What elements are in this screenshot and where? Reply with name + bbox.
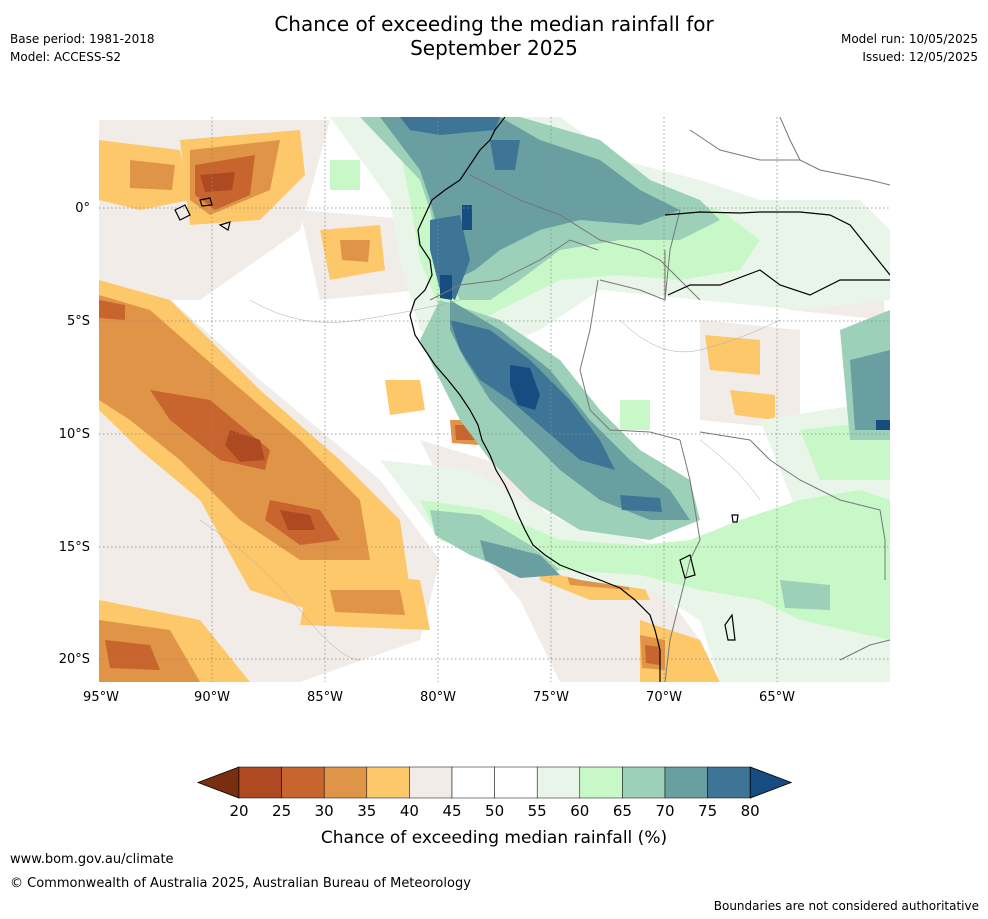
colorbar-tick-label: 20	[229, 802, 248, 820]
colorbar-arrow-low	[196, 766, 240, 799]
lon-label: 80°W	[420, 690, 456, 705]
lat-label: 20°S	[59, 652, 90, 667]
lat-label: 10°S	[59, 427, 90, 442]
map-title: Chance of exceeding the median rainfall …	[0, 12, 988, 60]
lon-label: 70°W	[646, 690, 682, 705]
lat-label: 5°S	[67, 314, 90, 329]
colorbar-cell	[238, 766, 282, 799]
lon-label: 95°W	[83, 690, 119, 705]
colorbar-cell	[622, 766, 666, 799]
colorbar-cell	[579, 766, 623, 799]
colorbar-tick-label: 25	[272, 802, 291, 820]
model-run-text: Model run: 10/05/2025	[840, 32, 978, 46]
longitude-labels: 95°W 90°W 85°W 80°W 75°W 70°W 65°W	[83, 690, 795, 705]
colorbar-tick-label: 80	[741, 802, 760, 820]
colorbar-tick-label: 70	[655, 802, 674, 820]
lon-label: 75°W	[533, 690, 569, 705]
latitude-labels: 0° 5°S 10°S 15°S 20°S	[59, 201, 90, 667]
colorbar-cell	[323, 766, 368, 799]
title-line-1: Chance of exceeding the median rainfall …	[274, 12, 714, 36]
colorbar-cell	[664, 766, 708, 799]
coastlines	[174, 117, 890, 682]
lon-label: 65°W	[759, 690, 795, 705]
colorbar-tick-label: 75	[698, 802, 717, 820]
colorbar-tick-label: 55	[528, 802, 547, 820]
disclaimer-text: Boundaries are not considered authoritat…	[713, 899, 979, 913]
map-area	[99, 117, 890, 682]
title-line-2: September 2025	[410, 36, 578, 60]
colorbar-tick-label: 40	[400, 802, 419, 820]
colorbar-cell	[451, 766, 495, 799]
colorbar-tick-label: 35	[357, 802, 376, 820]
brown-regions	[200, 172, 315, 530]
colorbar-cell	[281, 766, 325, 799]
lon-label: 90°W	[194, 690, 230, 705]
colorbar-cell	[707, 766, 751, 799]
colorbar-tick-label: 65	[613, 802, 632, 820]
colorbar-cell	[536, 766, 581, 799]
colorbar-label: Chance of exceeding median rainfall (%)	[321, 828, 667, 848]
colorbar-cell	[366, 766, 410, 799]
lat-label: 15°S	[59, 540, 90, 555]
issued-text: Issued: 12/05/2025	[862, 50, 978, 64]
website-link[interactable]: www.bom.gov.au/climate	[10, 852, 174, 867]
colorbar-ticks: 20 25 30 35 40 45 50 55 60 65 70 75 80	[229, 802, 759, 820]
contour-lines	[199, 299, 781, 661]
colorbar-tick-label: 50	[485, 802, 504, 820]
colorbar-arrow-high	[749, 766, 793, 799]
colorbar-tick-label: 30	[315, 802, 334, 820]
base-period-text: Base period: 1981-2018	[10, 32, 155, 46]
lat-label: 0°	[75, 201, 90, 216]
colorbar-cell	[409, 766, 453, 799]
colorbar-cell	[494, 766, 538, 799]
country-borders	[429, 117, 890, 682]
colorbar-tick-label: 45	[442, 802, 461, 820]
copyright-text: © Commonwealth of Australia 2025, Austra…	[10, 876, 471, 891]
lon-label: 85°W	[307, 690, 343, 705]
model-text: Model: ACCESS-S2	[10, 50, 122, 64]
colorbar-cells	[196, 766, 793, 799]
colorbar: 20 25 30 35 40 45 50 55 60 65 70 75 80 Chance of exc…	[196, 766, 793, 848]
colorbar-tick-label: 60	[570, 802, 589, 820]
